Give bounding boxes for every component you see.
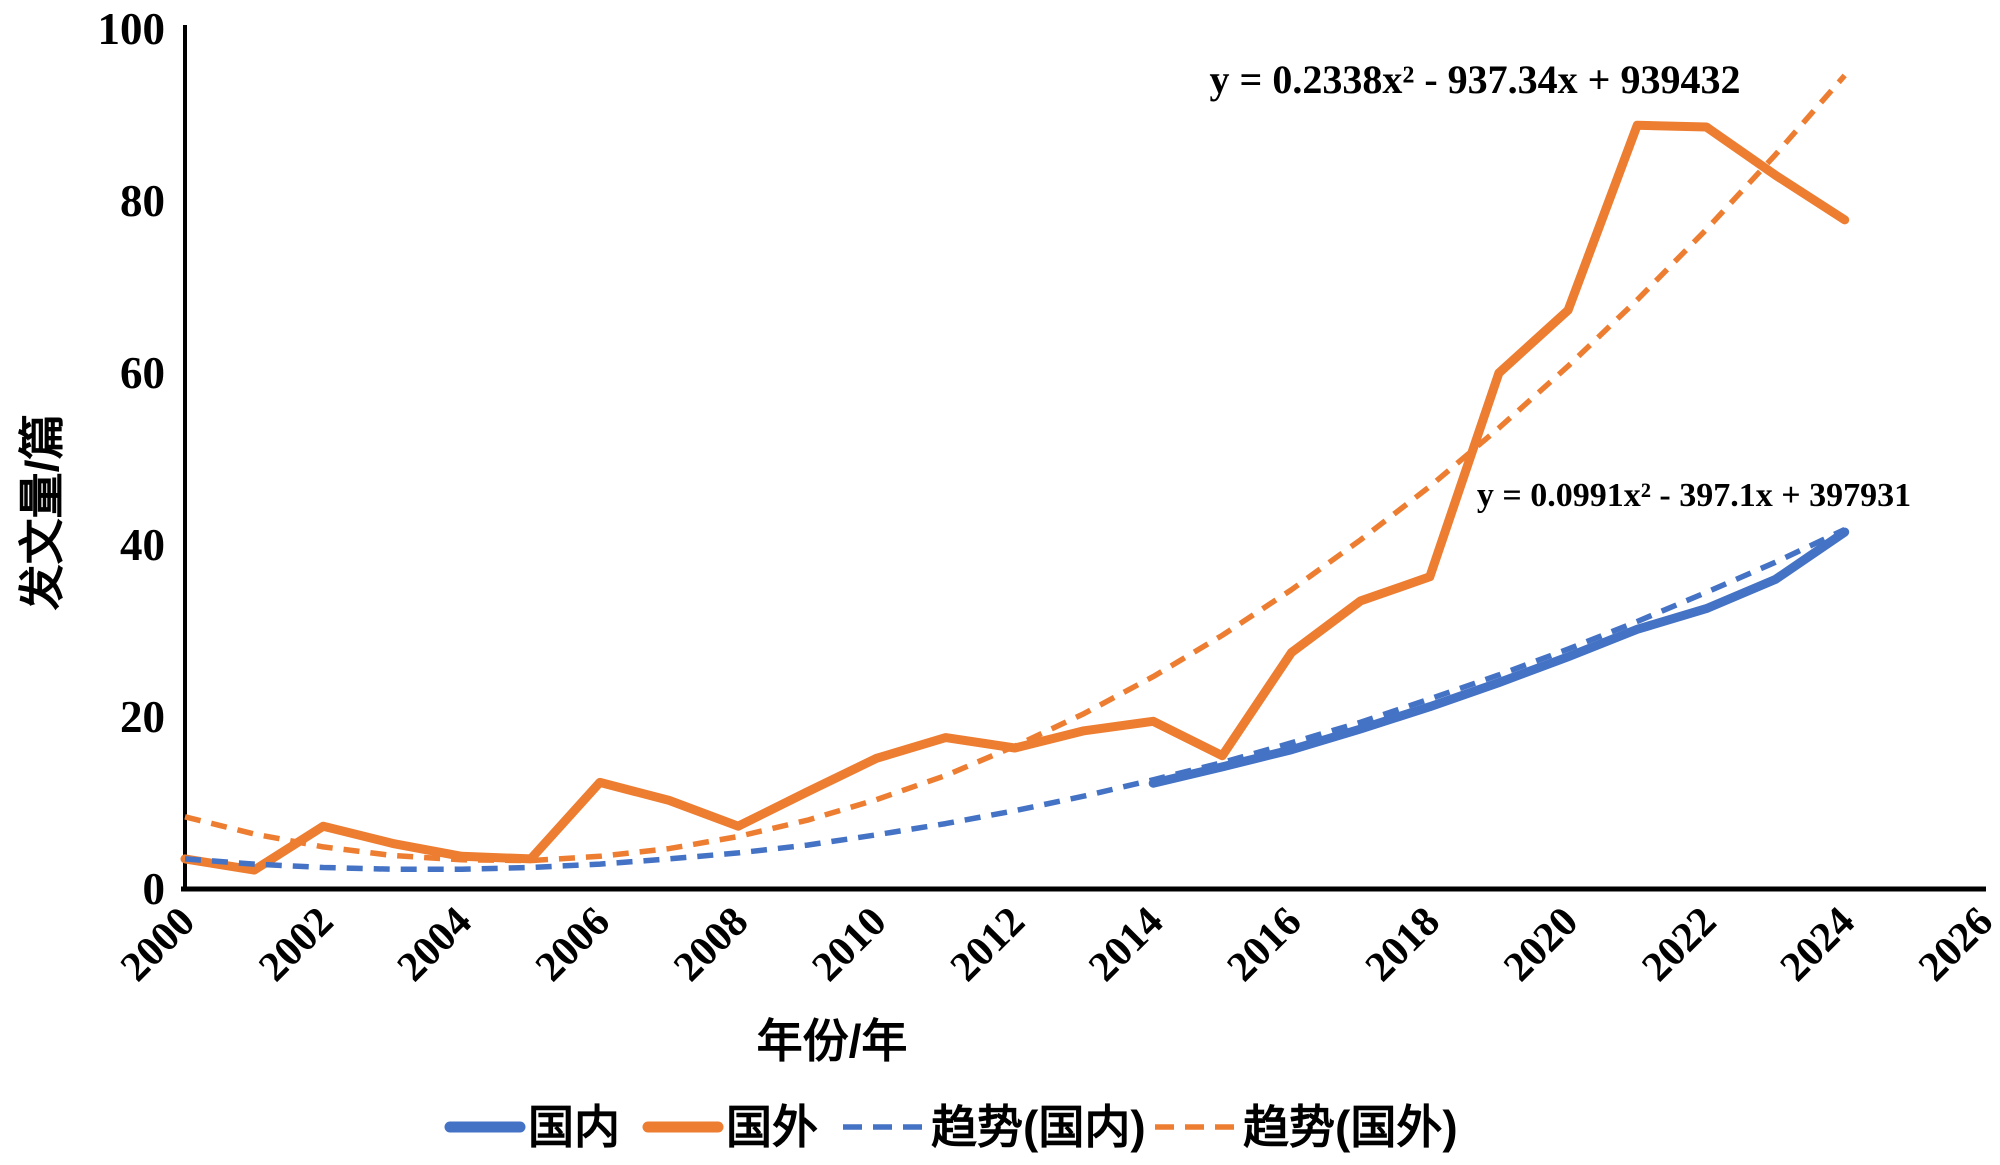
y-tick-label-100: 100 [98,4,166,54]
legend-item-1: 国外 [642,1101,818,1153]
x-tick-label-2010: 2010 [804,899,896,991]
x-tick-label-2020: 2020 [1495,899,1587,991]
series-lines [180,73,1850,875]
x-axis-tick-labels: 2000 2002 2004 2006 2008 2010 2012 2014 2016 2018… [112,899,2000,991]
y-tick-label-60: 60 [120,348,165,398]
trend-equation-domestic: y = 0.0991x² - 397.1x + 397931 [1477,477,1911,514]
legend-item-2: 趋势(国内) [843,1101,1146,1153]
x-tick-label-2004: 2004 [389,899,481,991]
x-tick-label-2002: 2002 [250,899,342,991]
x-tick-label-2006: 2006 [527,899,619,991]
y-axis-tick-labels: 0 20 40 60 80 100 [98,4,166,914]
y-tick-label-20: 20 [120,692,165,742]
x-tick-label-2014: 2014 [1080,899,1172,991]
trend-equation-foreign: y = 0.2338x² - 937.34x + 939432 [1210,57,1741,102]
x-tick-label-2024: 2024 [1772,899,1864,991]
x-tick-label-2016: 2016 [1219,899,1311,991]
y-tick-label-40: 40 [120,520,165,570]
legend-label: 国外 [726,1101,818,1153]
x-tick-label-2008: 2008 [665,899,757,991]
x-axis-title: 年份/年 [757,1015,908,1067]
y-axis-title: 发文量/篇 [16,414,68,611]
series-domestic-line [1148,527,1850,788]
legend-item-3: 趋势(国外) [1155,1101,1458,1153]
series-trend-domestic-line [184,527,1846,872]
x-tick-label-2022: 2022 [1634,899,1726,991]
x-tick-label-2012: 2012 [942,899,1034,991]
legend-item-0: 国内 [444,1101,620,1153]
y-tick-label-0: 0 [143,864,166,914]
legend-label: 国内 [528,1101,620,1153]
legend: 国内 国外 趋势(国内) 趋势(国外) [444,1101,1458,1153]
y-tick-label-80: 80 [120,176,165,226]
x-tick-label-2018: 2018 [1357,899,1449,991]
legend-label: 趋势(国外) [1243,1101,1458,1153]
legend-label: 趋势(国内) [931,1101,1146,1153]
x-tick-label-2026: 2026 [1910,899,2000,991]
series-trend-foreign-line [184,73,1847,864]
